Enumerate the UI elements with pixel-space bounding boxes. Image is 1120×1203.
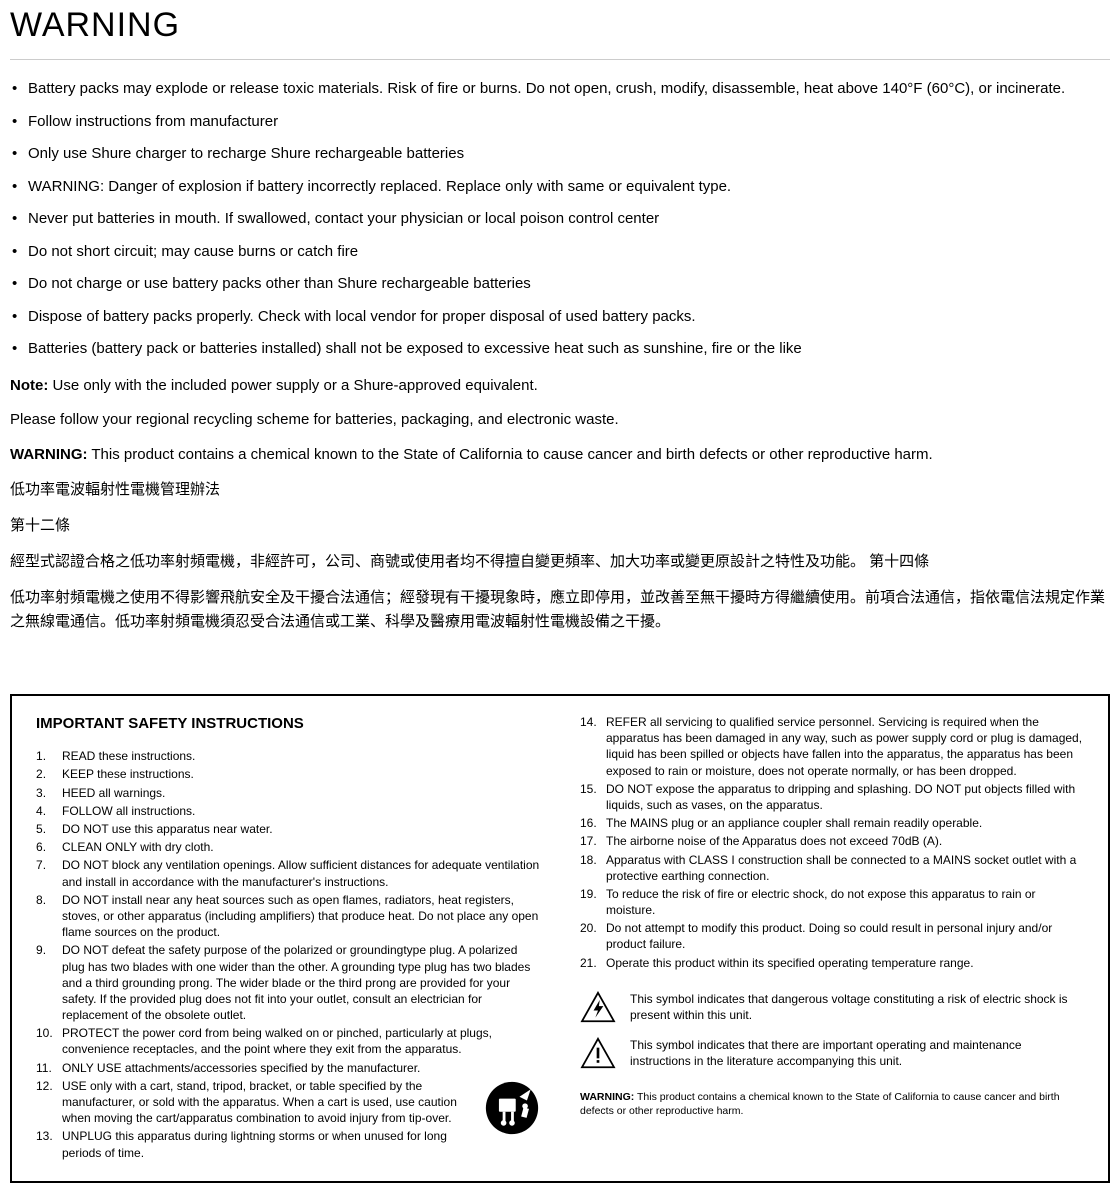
- safety-item: DO NOT defeat the safety purpose of the …: [36, 942, 540, 1023]
- box-warning-label: WARNING:: [580, 1091, 634, 1103]
- safety-item: USE only with a cart, stand, tripod, bra…: [36, 1078, 540, 1127]
- cjk-paragraph: 經型式認證合格之低功率射頻電機，非經許可，公司、商號或使用者均不得擅自變更頻率、…: [10, 550, 1110, 574]
- safety-list-right: REFER all servicing to qualified service…: [580, 714, 1084, 971]
- note-text: Use only with the included power supply …: [48, 377, 537, 394]
- safety-item: HEED all warnings.: [36, 785, 540, 801]
- cjk-paragraph: 第十二條: [10, 514, 1110, 538]
- voltage-triangle-icon: [580, 991, 616, 1023]
- safety-heading: IMPORTANT SAFETY INSTRUCTIONS: [36, 714, 540, 734]
- safety-item: DO NOT install near any heat sources suc…: [36, 892, 540, 941]
- bullet-item: Follow instructions from manufacturer: [10, 111, 1110, 134]
- safety-item: Do not attempt to modify this product. D…: [580, 920, 1084, 952]
- safety-item: DO NOT block any ventilation openings. A…: [36, 857, 540, 889]
- safety-item: DO NOT expose the apparatus to dripping …: [580, 781, 1084, 813]
- warning-bullet-list: Battery packs may explode or release tox…: [10, 78, 1110, 361]
- california-warning: WARNING: This product contains a chemica…: [10, 444, 1110, 467]
- safety-item-text: USE only with a cart, stand, tripod, bra…: [62, 1079, 457, 1125]
- safety-instructions-box: IMPORTANT SAFETY INSTRUCTIONS READ these…: [10, 694, 1110, 1183]
- warning-text: This product contains a chemical known t…: [88, 446, 933, 463]
- voltage-symbol-text: This symbol indicates that dangerous vol…: [630, 991, 1084, 1023]
- safety-item: UNPLUG this apparatus during lightning s…: [36, 1128, 540, 1160]
- caution-symbol-row: This symbol indicates that there are imp…: [580, 1037, 1084, 1069]
- cjk-paragraph: 低功率射頻電機之使用不得影響飛航安全及干擾合法通信；經發現有干擾現象時，應立即停…: [10, 586, 1110, 634]
- bullet-item: Battery packs may explode or release tox…: [10, 78, 1110, 101]
- safety-item: READ these instructions.: [36, 748, 540, 764]
- cjk-paragraph: 低功率電波輻射性電機管理辦法: [10, 478, 1110, 502]
- page-title: WARNING: [10, 0, 1110, 60]
- bullet-item: Only use Shure charger to recharge Shure…: [10, 143, 1110, 166]
- safety-item: To reduce the risk of fire or electric s…: [580, 886, 1084, 918]
- caution-triangle-icon: [580, 1037, 616, 1069]
- note-label: Note:: [10, 377, 48, 394]
- recycling-paragraph: Please follow your regional recycling sc…: [10, 409, 1110, 432]
- safety-item: ONLY USE attachments/accessories specifi…: [36, 1060, 540, 1076]
- safety-item: Operate this product within its specifie…: [580, 955, 1084, 971]
- bullet-item: Dispose of battery packs properly. Check…: [10, 306, 1110, 329]
- voltage-symbol-row: This symbol indicates that dangerous vol…: [580, 991, 1084, 1023]
- bullet-item: Never put batteries in mouth. If swallow…: [10, 208, 1110, 231]
- safety-right-column: REFER all servicing to qualified service…: [580, 714, 1084, 1163]
- bullet-item: Batteries (battery pack or batteries ins…: [10, 338, 1110, 361]
- note-paragraph: Note: Use only with the included power s…: [10, 375, 1110, 398]
- warning-label: WARNING:: [10, 446, 88, 463]
- safety-item: Apparatus with CLASS I construction shal…: [580, 852, 1084, 884]
- safety-item: REFER all servicing to qualified service…: [580, 714, 1084, 779]
- safety-item: KEEP these instructions.: [36, 766, 540, 782]
- box-warning-text: This product contains a chemical known t…: [580, 1091, 1060, 1117]
- safety-item: PROTECT the power cord from being walked…: [36, 1025, 540, 1057]
- safety-left-column: IMPORTANT SAFETY INSTRUCTIONS READ these…: [36, 714, 540, 1163]
- bullet-item: WARNING: Danger of explosion if battery …: [10, 176, 1110, 199]
- safety-item: DO NOT use this apparatus near water.: [36, 821, 540, 837]
- box-california-warning: WARNING: This product contains a chemica…: [580, 1090, 1084, 1118]
- safety-item: The MAINS plug or an appliance coupler s…: [580, 815, 1084, 831]
- bullet-item: Do not charge or use battery packs other…: [10, 273, 1110, 296]
- safety-item: FOLLOW all instructions.: [36, 803, 540, 819]
- caution-symbol-text: This symbol indicates that there are imp…: [630, 1037, 1084, 1069]
- safety-item: CLEAN ONLY with dry cloth.: [36, 839, 540, 855]
- safety-item: The airborne noise of the Apparatus does…: [580, 833, 1084, 849]
- safety-list-left: READ these instructions. KEEP these inst…: [36, 748, 540, 1161]
- bullet-item: Do not short circuit; may cause burns or…: [10, 241, 1110, 264]
